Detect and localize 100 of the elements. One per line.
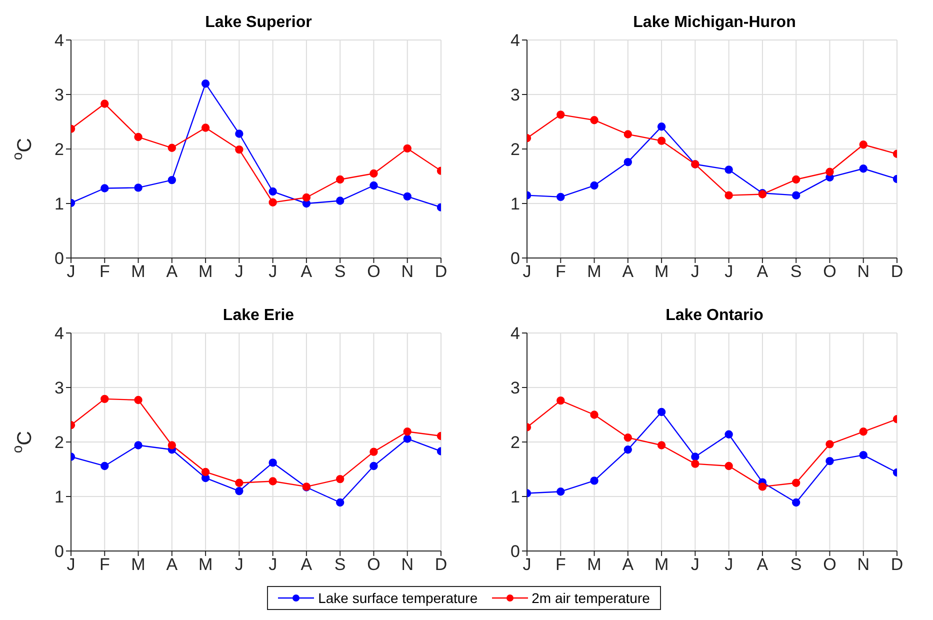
point: [201, 80, 210, 88]
x-tick-label: N: [401, 262, 414, 282]
x-tick-label: S: [334, 555, 346, 574]
x-tick-label: S: [790, 555, 802, 574]
point: [590, 476, 598, 485]
point: [624, 158, 632, 166]
x-tick-label: M: [198, 555, 213, 574]
chart-title: Lake Erie: [222, 307, 296, 325]
x-tick-label: N: [857, 555, 870, 574]
point: [556, 396, 565, 405]
point: [370, 181, 378, 190]
y-tick-label: 1: [510, 194, 520, 214]
x-tick-label: J: [724, 555, 734, 574]
point: [624, 446, 632, 454]
point: [235, 130, 244, 138]
chart-title: Lake Superior: [204, 14, 313, 32]
point: [556, 487, 565, 496]
x-tick-label: F: [555, 555, 566, 574]
point: [624, 434, 632, 442]
point: [590, 410, 598, 419]
point: [235, 145, 244, 154]
point: [168, 176, 176, 184]
y-tick-label: 3: [510, 378, 520, 398]
point: [235, 478, 244, 487]
point: [859, 450, 868, 460]
y-tick-label: 3: [510, 86, 520, 105]
legend-label: Lake surface temperature: [318, 590, 478, 606]
point: [134, 441, 142, 450]
point: [302, 193, 311, 202]
x-tick-label: D: [890, 555, 904, 574]
y-tick-label: 0: [54, 542, 64, 562]
chart-title: Lake Michigan-Huron: [632, 14, 797, 32]
point: [268, 187, 277, 196]
x-tick-label: A: [300, 555, 313, 574]
x-tick-label: F: [99, 262, 110, 282]
point: [336, 474, 344, 484]
x-tick-label: M: [654, 555, 669, 574]
point: [590, 181, 598, 190]
y-tick-label: 2: [510, 140, 520, 160]
point: [100, 100, 109, 108]
point: [724, 430, 733, 438]
y-tick-label: 2: [54, 140, 64, 160]
point: [826, 456, 834, 466]
point: [691, 452, 700, 461]
point: [859, 140, 868, 149]
point: [657, 136, 666, 145]
point: [134, 184, 142, 192]
x-tick-label: J: [66, 262, 76, 282]
x-tick-label: J: [522, 262, 532, 282]
legend-label: 2m air temperature: [532, 590, 650, 606]
point: [556, 192, 565, 202]
x-tick-label: J: [234, 262, 244, 282]
point: [826, 168, 834, 176]
point: [370, 169, 378, 178]
y-tick-label: 3: [54, 378, 64, 398]
x-tick-label: S: [790, 262, 802, 282]
point: [859, 428, 868, 436]
point: [657, 441, 666, 450]
x-tick-label: O: [367, 555, 380, 574]
point: [235, 486, 244, 496]
x-tick-label: A: [166, 262, 178, 282]
point: [724, 166, 733, 174]
x-tick-label: A: [166, 555, 178, 574]
point: [370, 448, 378, 456]
x-tick-label: A: [756, 555, 769, 574]
x-tick-label: A: [300, 262, 313, 282]
x-tick-label: M: [198, 262, 213, 282]
point: [403, 428, 412, 436]
y-tick-label: 4: [510, 31, 520, 50]
x-tick-label: D: [434, 555, 448, 574]
y-tick-label: 2: [54, 433, 64, 452]
x-tick-label: D: [890, 262, 904, 282]
point: [134, 396, 142, 404]
point: [826, 440, 834, 448]
point: [336, 175, 344, 184]
point: [370, 462, 378, 470]
x-tick-label: S: [334, 262, 346, 282]
y-tick-label: 0: [510, 542, 520, 562]
x-tick-label: O: [823, 262, 836, 282]
point: [758, 482, 767, 491]
x-tick-label: M: [654, 262, 669, 282]
x-tick-label: J: [268, 555, 278, 574]
x-tick-label: A: [756, 262, 769, 282]
x-tick-label: N: [401, 555, 414, 574]
y-tick-label: 0: [54, 249, 64, 268]
x-tick-label: F: [99, 555, 110, 574]
y-tick-label: 4: [510, 324, 520, 344]
point: [134, 132, 142, 142]
x-tick-label: M: [587, 262, 602, 282]
x-tick-label: A: [622, 262, 634, 282]
point: [792, 478, 800, 487]
point: [100, 184, 109, 192]
x-tick-label: J: [690, 555, 700, 574]
x-tick-label: O: [823, 555, 836, 574]
point: [268, 458, 277, 467]
point: [403, 144, 412, 153]
y-tick-label: 0: [510, 249, 520, 268]
point: [268, 477, 277, 486]
x-tick-label: M: [587, 555, 602, 574]
chart-title: Lake Ontario: [664, 307, 764, 325]
